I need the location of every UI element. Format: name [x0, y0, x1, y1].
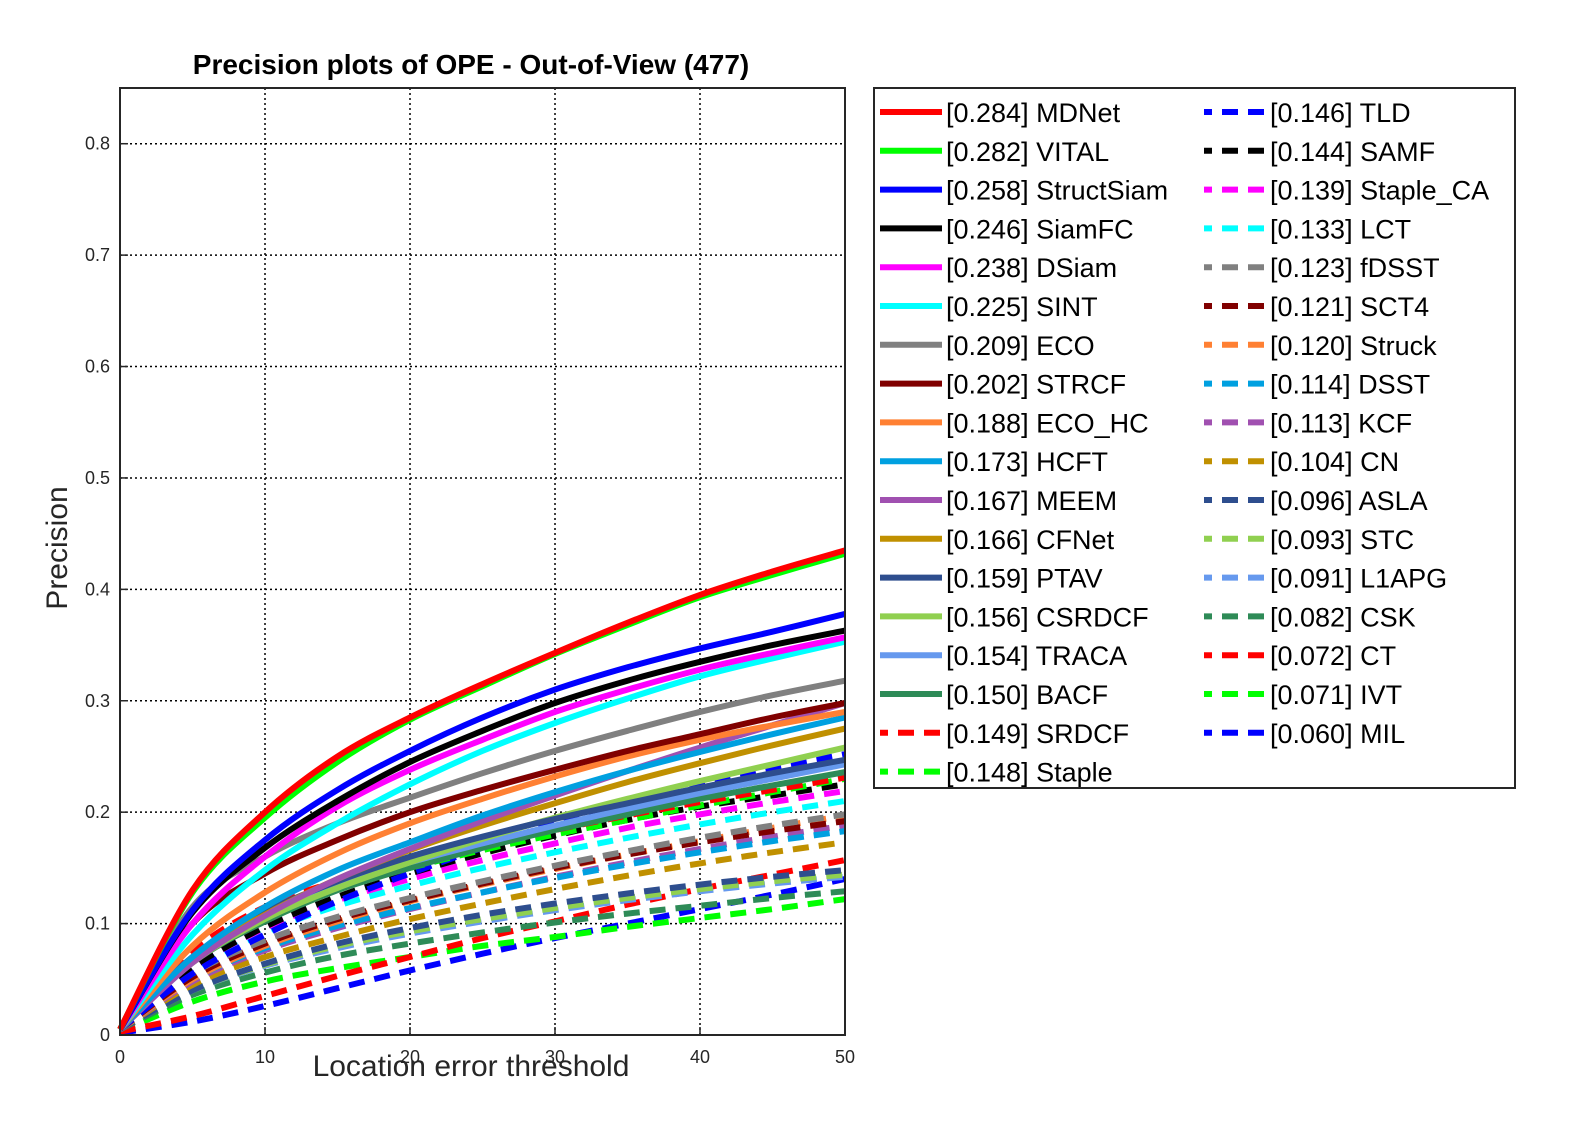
- legend-entry-label: [0.173] HCFT: [946, 447, 1108, 477]
- legend-entry-label: [0.096] ASLA: [1270, 486, 1428, 516]
- series-line-meem: [117, 700, 846, 1032]
- series-line-strcf: [117, 700, 846, 1032]
- legend-entry-label: [0.060] MIL: [1270, 719, 1405, 749]
- series-line-samf: [118, 781, 846, 1032]
- x-axis-label: Location error threshold: [313, 1050, 630, 1083]
- legend-entry-label: [0.166] CFNet: [946, 525, 1115, 555]
- legend-entry-label: [0.282] VITAL: [946, 137, 1109, 167]
- y-tick-label: 0.6: [85, 357, 110, 377]
- y-tick-label: 0.7: [85, 245, 110, 265]
- legend-entry-label: [0.202] STRCF: [946, 370, 1126, 400]
- x-tick-label: 0: [115, 1047, 125, 1067]
- legend-entry-label: [0.144] SAMF: [1270, 137, 1435, 167]
- y-tick-label: 0: [100, 1025, 110, 1045]
- series-line-ct: [119, 857, 846, 1035]
- y-tick-label: 0.3: [85, 691, 110, 711]
- series-line-srdcf: [117, 774, 846, 1032]
- legend-entry-label: [0.148] Staple: [946, 758, 1113, 788]
- legend-entry-label: [0.113] KCF: [1270, 408, 1412, 438]
- axis-ticks: 0 10 20 30 40 50 0 0.1 0.2 0.3 0.4 0.5 0.6 0.7 0.8: [85, 134, 855, 1067]
- y-tick-label: 0.5: [85, 468, 110, 488]
- x-tick-label: 50: [835, 1047, 855, 1067]
- legend-entry-label: [0.072] CT: [1270, 641, 1396, 671]
- series-line-dsiam: [117, 634, 846, 1032]
- legend-entry-label: [0.149] SRDCF: [946, 719, 1129, 749]
- legend-entry-label: [0.188] ECO_HC: [946, 408, 1149, 438]
- legend-entry-label: [0.159] PTAV: [946, 564, 1103, 594]
- y-tick-label: 0.2: [85, 802, 110, 822]
- series-line-ivt: [118, 896, 846, 1035]
- chart-title: Precision plots of OPE - Out-of-View (47…: [193, 49, 749, 80]
- series-line-siamfc: [117, 627, 846, 1031]
- legend-entry-label: [0.120] Struck: [1270, 331, 1437, 361]
- legend-entry-label: [0.114] DSST: [1270, 370, 1430, 400]
- series-line-mil: [119, 876, 846, 1036]
- series-line-mdnet: [117, 547, 846, 1031]
- legend-entry-label: [0.154] TRACA: [946, 641, 1127, 671]
- legend-entry-label: [0.139] Staple_CA: [1270, 176, 1489, 206]
- series-line-csk: [118, 888, 846, 1033]
- series-line-eco-hc: [117, 708, 846, 1032]
- x-tick-label: 30: [545, 1047, 565, 1067]
- legend-entry-label: [0.104] CN: [1270, 447, 1399, 477]
- legend-entry-label: [0.246] SiamFC: [946, 214, 1134, 244]
- series-line-cn: [118, 839, 846, 1032]
- legend: [0.284] MDNet [0.282] VITAL [0.258] Struct…: [873, 87, 1516, 789]
- legend-entry-label: [0.238] DSiam: [946, 253, 1117, 283]
- legend-entry-label: [0.284] MDNet: [946, 98, 1121, 128]
- legend-entry-label: [0.146] TLD: [1270, 98, 1411, 128]
- legend-entry-label: [0.209] ECO: [946, 331, 1095, 361]
- legend-entry-label: [0.093] STC: [1270, 525, 1414, 555]
- x-tick-label: 40: [690, 1047, 710, 1067]
- legend-entry-label: [0.258] StructSiam: [946, 176, 1168, 206]
- x-tick-label: 10: [255, 1047, 275, 1067]
- series-line-hcft: [117, 714, 846, 1032]
- legend-entry-label: [0.167] MEEM: [946, 486, 1117, 516]
- series-line-tld: [118, 751, 846, 1032]
- x-tick-label: 20: [400, 1047, 420, 1067]
- y-tick-label: 0.8: [85, 134, 110, 154]
- legend-entry-label: [0.150] BACF: [946, 680, 1108, 710]
- y-tick-label: 0.4: [85, 579, 110, 599]
- legend-entry-label: [0.071] IVT: [1270, 680, 1402, 710]
- legend-entry-label: [0.133] LCT: [1270, 214, 1411, 244]
- plot-frame: [119, 87, 846, 1036]
- legend-entry-label: [0.121] SCT4: [1270, 292, 1429, 322]
- legend-entry-label: [0.091] L1APG: [1270, 564, 1447, 594]
- legend-entry-label: [0.225] SINT: [946, 292, 1098, 322]
- legend-box: [873, 87, 1516, 789]
- series-line-structsiam: [117, 610, 846, 1031]
- legend-entry-label: [0.123] fDSST: [1270, 253, 1440, 283]
- legend-entry-label: [0.156] CSRDCF: [946, 602, 1149, 632]
- series-line-sint: [117, 638, 846, 1032]
- y-axis-label: Precision: [41, 486, 74, 609]
- series-layer: [117, 547, 846, 1036]
- legend-entry-label: [0.082] CSK: [1270, 602, 1416, 632]
- y-tick-label: 0.1: [85, 914, 110, 934]
